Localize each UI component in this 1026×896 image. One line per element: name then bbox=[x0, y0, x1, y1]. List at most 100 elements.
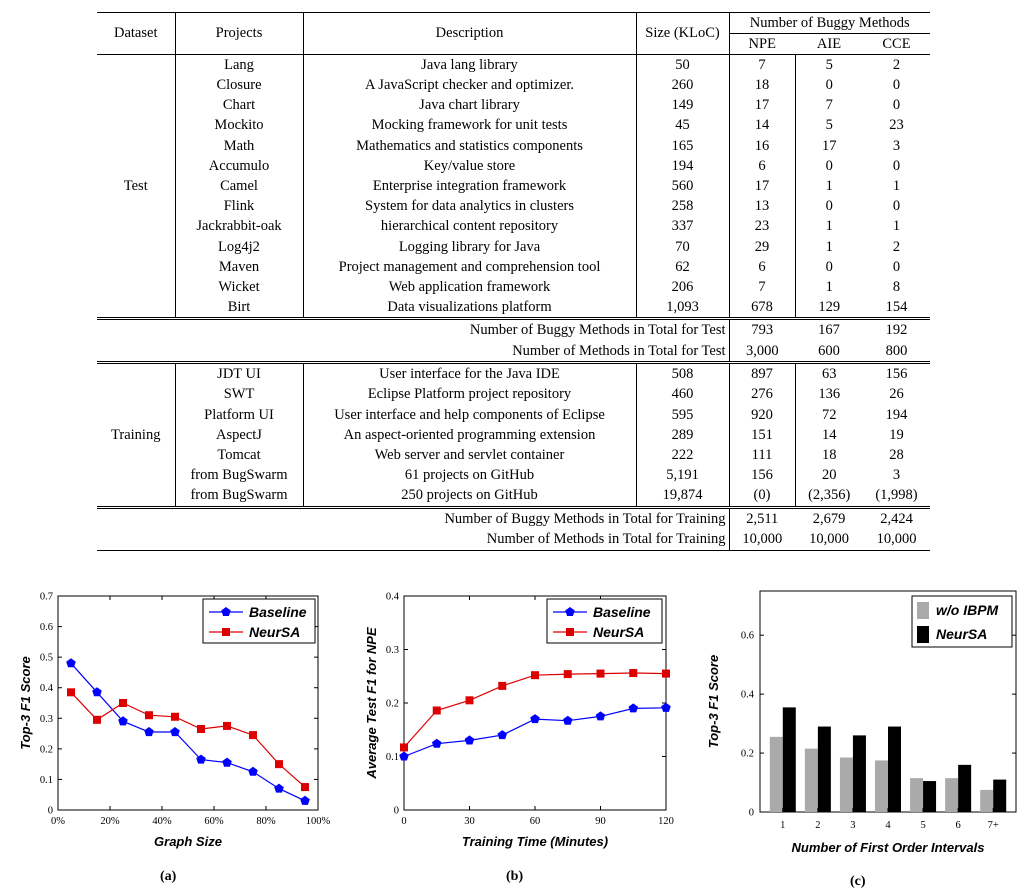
summary-row: Number of Methods in Total for Test 3,000… bbox=[97, 340, 930, 363]
cell-size: 258 bbox=[636, 196, 730, 217]
cell-npe: 156 bbox=[729, 465, 796, 486]
y-tick-label: 0.6 bbox=[40, 622, 53, 633]
cell-aie: 5 bbox=[825, 56, 833, 73]
data-point bbox=[399, 751, 409, 761]
table-row: Maven Project management and comprehensio… bbox=[97, 256, 930, 278]
chart-training-time: 0 0.1 0.2 0.3 0.4 0 30 60 90 120 Training Time (Mi… bbox=[364, 592, 674, 850]
data-point bbox=[67, 688, 75, 697]
header-aie: AIE bbox=[795, 33, 863, 55]
cell-size: 50 bbox=[636, 54, 730, 76]
cell-npe: 16 bbox=[729, 135, 796, 156]
cell-description: Mocking framework for unit tests bbox=[303, 115, 637, 136]
cell-cce: 1 bbox=[892, 177, 901, 194]
x-tick-label: 40% bbox=[152, 816, 172, 827]
data-point bbox=[171, 712, 179, 721]
cell-cce: 154 bbox=[885, 299, 908, 316]
y-tick-label: 0.3 bbox=[386, 645, 399, 656]
data-point bbox=[432, 706, 441, 715]
cell-project: Accumulo bbox=[175, 155, 304, 177]
x-tick-label: 60 bbox=[530, 816, 541, 827]
cell-cce: 194 bbox=[885, 406, 908, 423]
y-tick-label: 0.4 bbox=[741, 690, 755, 701]
y-axis-label: Top-3 F1 Score bbox=[18, 656, 33, 749]
cell-aie: 0 bbox=[825, 258, 833, 275]
data-point bbox=[249, 731, 257, 740]
dataset-group-label: Training bbox=[97, 361, 176, 508]
data-point bbox=[629, 669, 638, 678]
cell-description: User interface and help components of Ec… bbox=[303, 404, 637, 425]
legend-marker bbox=[222, 628, 230, 636]
cell-project: Jackrabbit-oak bbox=[175, 216, 304, 237]
cell-npe: 18 bbox=[729, 75, 796, 96]
table-row: AspectJ An aspect-oriented programming ex… bbox=[97, 425, 930, 446]
data-point bbox=[465, 696, 474, 705]
cell-npe: 29 bbox=[729, 236, 796, 257]
data-point bbox=[498, 681, 507, 690]
data-point bbox=[92, 687, 102, 697]
cell-description: 61 projects on GitHub bbox=[303, 465, 637, 486]
cell-description: Enterprise integration framework bbox=[303, 176, 637, 197]
cell-aie: 17 bbox=[822, 137, 837, 154]
summary-row: Number of Buggy Methods in Total for Tes… bbox=[97, 317, 930, 341]
bar bbox=[839, 757, 853, 812]
y-tick-label: 0.3 bbox=[40, 714, 53, 725]
data-point bbox=[596, 669, 605, 678]
cell-project: Chart bbox=[175, 95, 304, 116]
cell-size: 62 bbox=[636, 256, 730, 278]
x-tick-label: 2 bbox=[815, 820, 820, 831]
cell-aie: 72 bbox=[822, 406, 837, 423]
y-tick-label: 0 bbox=[48, 806, 53, 817]
cell-npe: 6 bbox=[729, 155, 796, 177]
cell-description: Data visualizations platform bbox=[303, 297, 637, 319]
cell-aie: 0 bbox=[825, 77, 833, 94]
data-point bbox=[530, 714, 540, 724]
cell-cce: 0 bbox=[892, 258, 901, 275]
panel-label-a: (a) bbox=[160, 869, 177, 884]
cell-description: Logging library for Java bbox=[303, 236, 637, 257]
data-point bbox=[93, 715, 101, 724]
legend-marker bbox=[565, 607, 575, 616]
cell-description: hierarchical content repository bbox=[303, 216, 637, 237]
header-dataset: Dataset bbox=[97, 12, 176, 55]
table-row: Mockito Mocking framework for unit tests 4… bbox=[97, 115, 930, 136]
data-point bbox=[464, 735, 475, 745]
data-point bbox=[275, 760, 283, 769]
y-tick-label: 0.2 bbox=[741, 749, 754, 760]
table-header-row: Dataset Projects Description Size (KLoC)… bbox=[97, 12, 930, 55]
table-row: Wicket Web application framework 206 7 1 8 bbox=[97, 277, 930, 298]
cell-aie: 7 bbox=[825, 97, 833, 114]
y-axis-label: Top-3 F1 Score bbox=[706, 655, 721, 748]
header-projects: Projects bbox=[175, 12, 304, 55]
bar bbox=[804, 748, 818, 812]
y-tick-label: 0.2 bbox=[40, 744, 53, 755]
cell-aie: 0 bbox=[825, 198, 833, 215]
cell-description: Java chart library bbox=[303, 95, 637, 116]
cell-project: Mockito bbox=[175, 115, 304, 136]
x-axis-label: Number of First Order Intervals bbox=[792, 840, 985, 855]
data-point bbox=[497, 730, 507, 740]
cell-npe: 920 bbox=[729, 404, 796, 425]
summary-row: Number of Methods in Total for Training 1… bbox=[97, 529, 930, 551]
table-row: SWT Eclipse Platform project repository 46… bbox=[97, 384, 930, 405]
cell-cce: 156 bbox=[863, 361, 930, 385]
summary-value: 3,000 bbox=[745, 342, 779, 359]
y-tick-label: 0.1 bbox=[40, 775, 53, 786]
cell-project: Camel bbox=[175, 176, 304, 197]
x-tick-label: 60% bbox=[204, 816, 224, 827]
bar bbox=[888, 726, 901, 812]
cell-size: 206 bbox=[636, 277, 730, 298]
bar bbox=[852, 735, 866, 812]
summary-label: Number of Methods in Total for Test bbox=[97, 340, 730, 363]
cell-description: User interface for the Java IDE bbox=[303, 361, 637, 385]
legend-entry: NeurSA bbox=[593, 624, 644, 640]
cell-size: 560 bbox=[636, 176, 730, 197]
summary-label: Number of Methods in Total for Training bbox=[97, 529, 730, 551]
data-point bbox=[661, 702, 671, 712]
summary-row: Number of Buggy Methods in Total for Tra… bbox=[97, 505, 930, 530]
summary-value: 2,679 bbox=[795, 505, 863, 530]
cell-cce: 28 bbox=[889, 447, 904, 464]
data-point bbox=[628, 703, 638, 713]
panel-label-c: (c) bbox=[850, 874, 866, 889]
cell-size: 260 bbox=[636, 75, 730, 96]
cell-cce: 2 bbox=[892, 56, 901, 73]
